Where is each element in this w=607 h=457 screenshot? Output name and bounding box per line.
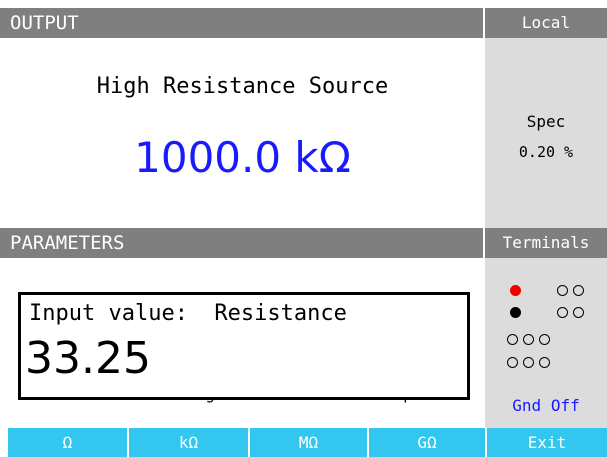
terminal-dot [539,334,550,345]
terminal-dot [539,357,550,368]
terminal-dot [557,285,568,296]
terminal-dot [523,357,534,368]
terminal-dot [510,285,521,296]
input-box: Input value: Resistance 33.25 [18,292,470,400]
terminal-dot [523,334,534,345]
spec-value: 0.20 % [518,143,574,161]
softkey[interactable]: Ω [8,428,127,457]
terminal-dot [573,307,584,318]
mode-header: Local [485,8,607,38]
terminal-dot [557,307,568,318]
softkey[interactable]: GΩ [369,428,485,457]
softkey[interactable]: MΩ [250,428,367,457]
section-header: OUTPUT [0,8,483,38]
terminal-dot [573,285,584,296]
input-value: 33.25 [25,333,151,384]
softkey[interactable]: kΩ [129,428,248,457]
softkey[interactable]: Exit [487,428,607,457]
ground-status: Gnd Off [512,396,580,415]
function-name: High Resistance Source [96,74,389,99]
terminal-dot [510,307,521,318]
terminal-dot [507,357,518,368]
terminals-header: Terminals [485,228,607,258]
output-value: 1000.0 kΩ [134,133,351,182]
input-label: Input value: Resistance [29,301,347,326]
side-panel [485,38,607,228]
spec-label: Spec [526,112,566,131]
terminal-dot [507,334,518,345]
section-header: PARAMETERS [0,228,483,258]
